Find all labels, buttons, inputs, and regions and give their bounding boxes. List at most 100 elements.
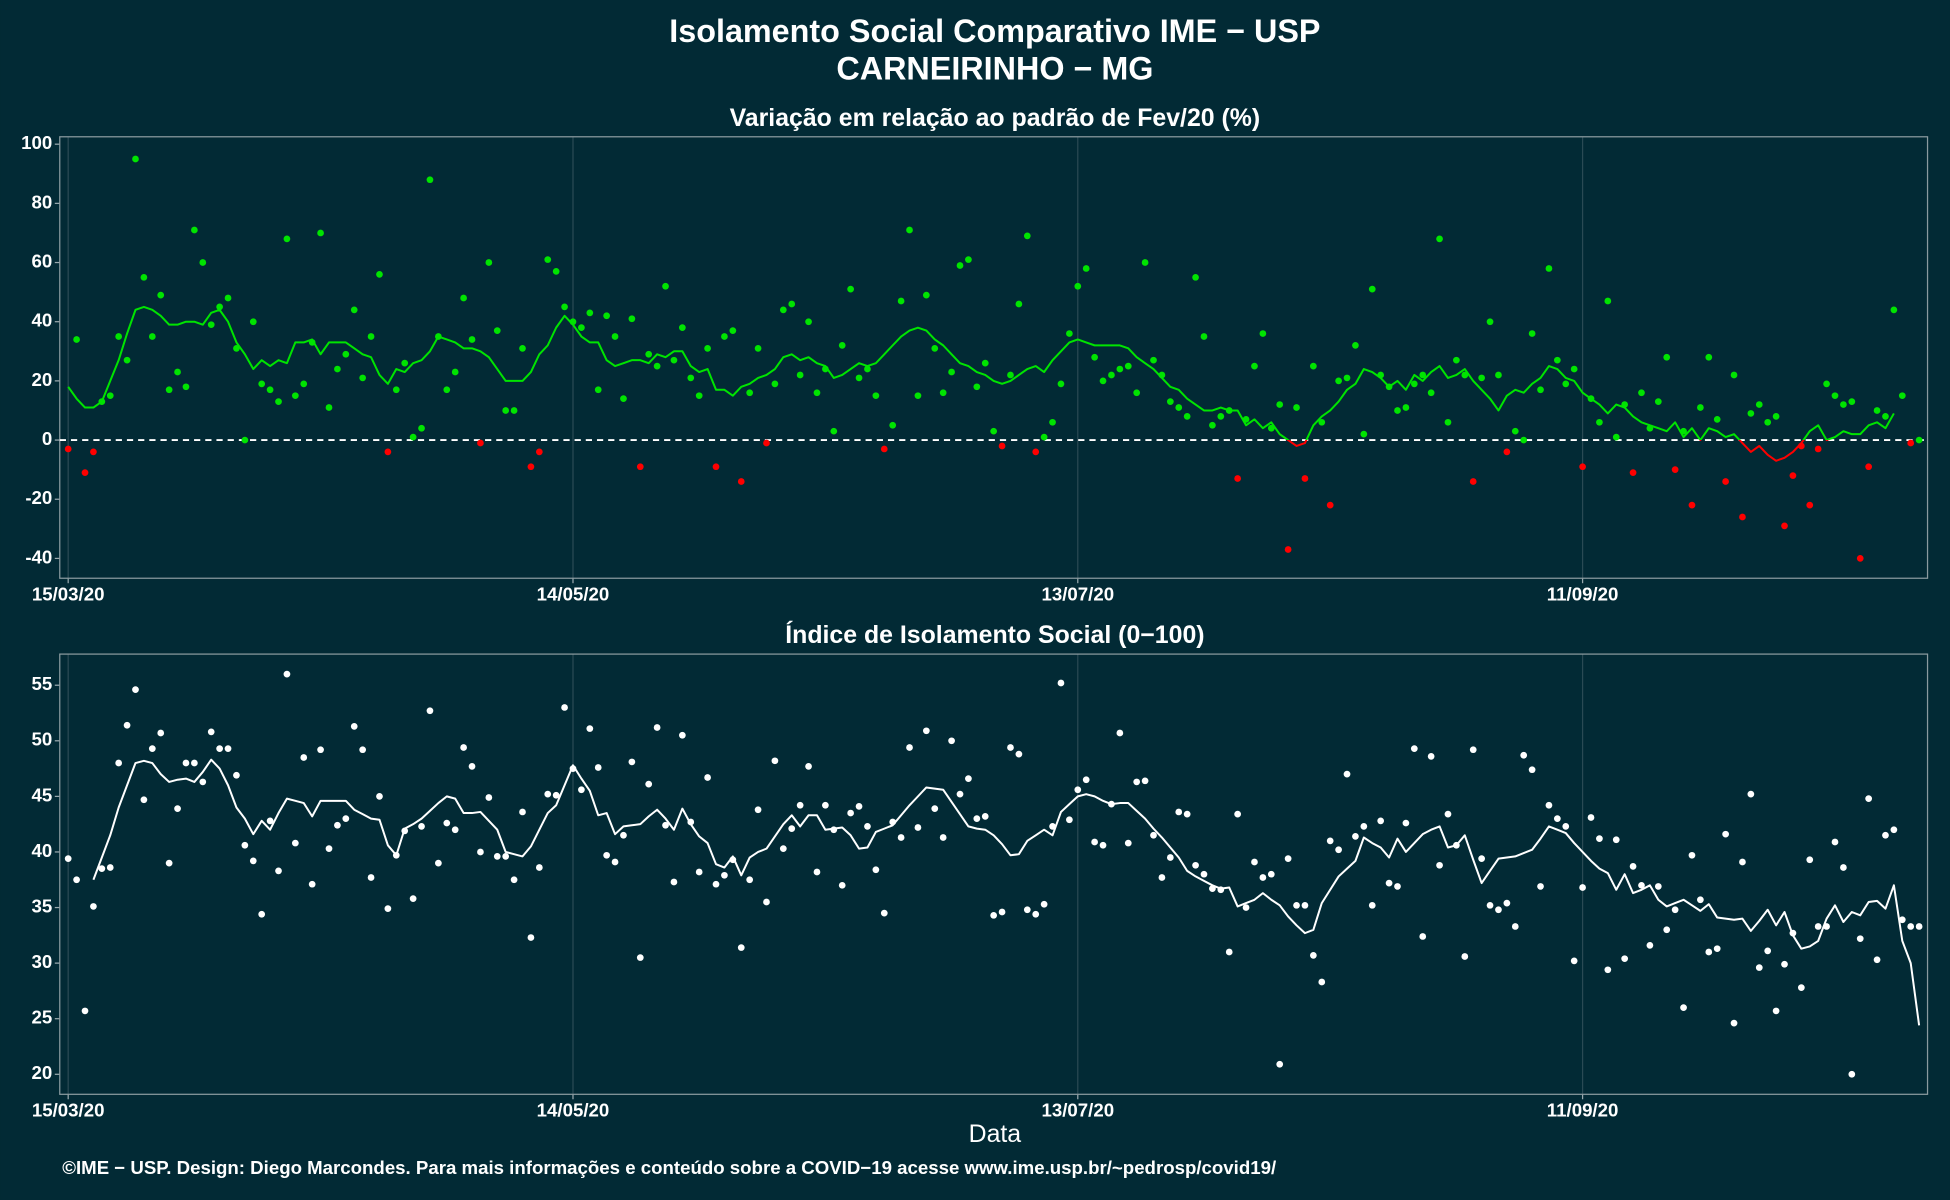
y-tick-label: 55 xyxy=(32,673,53,694)
data-point xyxy=(1360,430,1368,438)
data-point xyxy=(283,235,291,243)
data-point xyxy=(695,868,703,876)
data-point xyxy=(1166,398,1174,405)
data-point xyxy=(115,333,123,340)
data-point xyxy=(872,392,880,400)
data-point xyxy=(662,821,669,829)
data-point xyxy=(376,793,383,800)
data-point xyxy=(359,746,367,754)
data-point xyxy=(704,774,711,781)
data-point xyxy=(249,318,257,326)
data-point xyxy=(367,333,375,340)
data-point xyxy=(712,463,720,471)
data-point xyxy=(1545,265,1553,272)
data-point xyxy=(956,790,964,798)
data-point xyxy=(435,859,442,867)
data-point xyxy=(586,309,594,317)
data-point xyxy=(182,383,190,391)
data-point xyxy=(132,686,139,694)
data-point xyxy=(603,851,610,859)
data-point xyxy=(1814,445,1822,453)
y-tick-label: 40 xyxy=(32,840,53,861)
data-point xyxy=(519,808,526,816)
data-point xyxy=(796,371,804,379)
data-point xyxy=(1453,356,1460,364)
data-point xyxy=(914,824,922,831)
data-point xyxy=(1091,838,1098,846)
data-point xyxy=(148,745,156,752)
data-point xyxy=(233,344,240,352)
data-point xyxy=(216,745,223,752)
data-point xyxy=(123,721,131,729)
data-point xyxy=(1267,424,1275,432)
plot-frame xyxy=(59,136,1929,579)
data-point xyxy=(805,318,812,326)
data-point xyxy=(864,823,871,830)
data-point xyxy=(1638,389,1645,397)
data-point xyxy=(1478,855,1485,862)
data-point xyxy=(1764,947,1772,955)
data-point xyxy=(1175,404,1183,411)
data-point xyxy=(1570,957,1578,965)
data-point xyxy=(468,763,476,770)
data-point xyxy=(822,801,829,809)
data-point xyxy=(1654,883,1662,890)
data-point xyxy=(1335,846,1342,854)
data-point xyxy=(1276,401,1284,408)
data-point xyxy=(1629,469,1637,476)
panel-title: Variação em relação ao padrão de Fev/20 … xyxy=(730,104,1261,132)
data-point xyxy=(342,350,350,358)
data-point xyxy=(1755,401,1763,408)
data-point xyxy=(636,463,644,471)
data-point xyxy=(409,433,417,441)
data-point xyxy=(1579,884,1586,891)
data-point xyxy=(1427,389,1435,397)
data-point xyxy=(1739,858,1746,866)
data-point xyxy=(754,344,762,352)
data-point xyxy=(73,876,80,884)
data-point xyxy=(704,344,711,352)
data-point xyxy=(1284,855,1292,862)
data-point xyxy=(1074,282,1082,290)
footer: ©IME − USP. Design: Diego Marcondes. Par… xyxy=(62,1157,1276,1178)
y-tick-label: 30 xyxy=(32,951,53,972)
data-point xyxy=(199,778,207,786)
data-point xyxy=(779,845,787,852)
data-point xyxy=(191,226,198,234)
data-point xyxy=(1310,951,1317,959)
data-point xyxy=(1007,371,1014,379)
y-tick-label: 40 xyxy=(32,310,53,331)
y-tick-label: 25 xyxy=(32,1007,53,1028)
x-tick-label: 14/05/20 xyxy=(537,584,610,605)
data-point xyxy=(1663,353,1671,361)
data-point xyxy=(1242,904,1250,911)
data-point xyxy=(98,865,106,872)
data-point xyxy=(830,427,838,435)
data-point xyxy=(1537,386,1544,394)
data-point xyxy=(1604,966,1612,974)
data-point xyxy=(771,380,779,388)
data-point xyxy=(1806,856,1814,864)
y-tick-label: 35 xyxy=(32,895,53,916)
data-point xyxy=(291,839,299,847)
data-point xyxy=(1823,380,1830,388)
data-point xyxy=(1251,858,1258,866)
data-point xyxy=(1040,900,1048,908)
data-point xyxy=(460,294,467,302)
x-tick-label: 13/07/20 xyxy=(1042,1100,1115,1121)
data-point xyxy=(342,815,350,822)
data-point xyxy=(291,392,299,400)
data-point xyxy=(1293,404,1300,411)
x-tick-label: 15/03/20 xyxy=(32,1100,105,1121)
data-point xyxy=(1831,392,1839,400)
data-point xyxy=(1419,933,1427,940)
data-point xyxy=(1023,906,1031,914)
data-point xyxy=(258,910,266,918)
data-point xyxy=(813,389,821,397)
data-point xyxy=(1267,870,1275,878)
data-point xyxy=(132,155,139,163)
data-point xyxy=(1873,407,1881,414)
data-point xyxy=(1259,330,1267,337)
data-point xyxy=(931,805,939,812)
data-point xyxy=(1310,362,1317,370)
